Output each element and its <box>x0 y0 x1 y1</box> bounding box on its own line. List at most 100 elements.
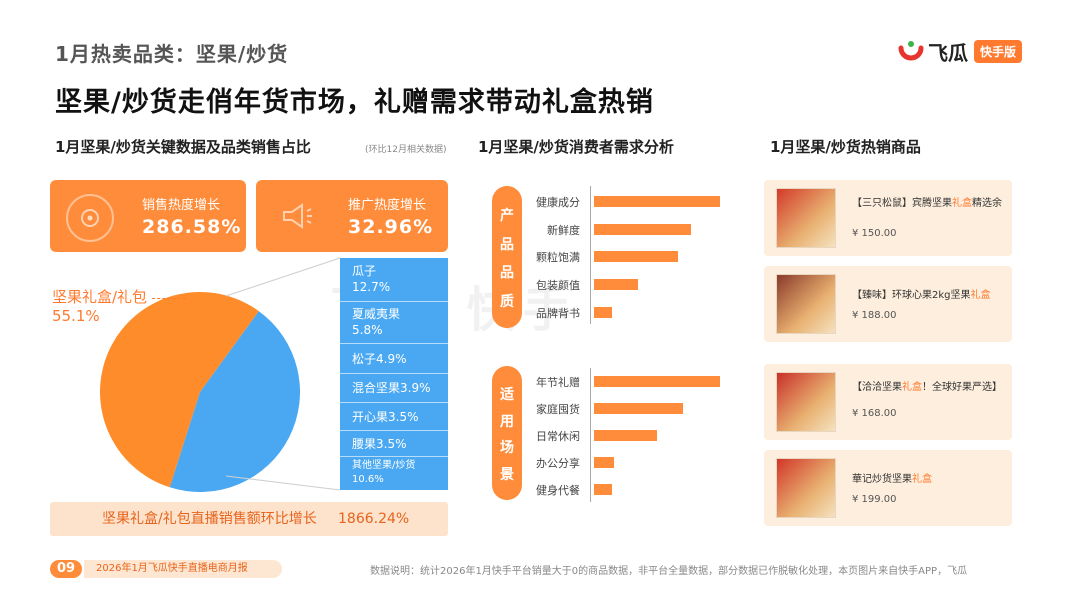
demand-label: 日常休闲 <box>536 430 580 443</box>
group-pill-char: 适 <box>500 386 514 403</box>
product-name-text: ！全球好果严选】 <box>922 382 1002 393</box>
product-image <box>776 274 836 334</box>
demand-label: 包装颜值 <box>536 279 580 292</box>
demand-label: 新鲜度 <box>547 224 580 237</box>
group-pill-use-scenario: 适用场景 <box>492 366 522 500</box>
product-name-text: 華记炒货坚果 <box>852 474 912 485</box>
demand-axis <box>590 186 591 324</box>
demand-bar <box>594 251 678 262</box>
product-name-highlight: 礼盒 <box>912 474 932 485</box>
product-image <box>776 458 836 518</box>
page-title: 坚果/炒货走俏年货市场，礼赠需求带动礼盒热销 <box>55 87 654 118</box>
demand-bar <box>594 196 720 207</box>
product-price: ¥ 168.00 <box>852 408 897 419</box>
demand-bar <box>594 224 691 235</box>
metric-label: 推广热度增长 <box>348 198 427 213</box>
legend-item: 瓜子 12.7% <box>340 258 448 302</box>
section-note: (环比12月相关数据) <box>365 145 447 155</box>
product-image <box>776 372 836 432</box>
pie-main-label: 坚果礼盒/礼包 55.1% <box>52 288 147 326</box>
group-pill-char: 产 <box>500 208 514 225</box>
group-pill-char: 用 <box>500 413 514 430</box>
demand-bar <box>594 403 683 414</box>
metric-value: 286.58% <box>142 216 242 238</box>
legend-value: 12.7% <box>352 280 391 294</box>
brand-name: 飞瓜 <box>928 40 968 65</box>
legend-item: 腰果3.5% <box>340 431 448 457</box>
category-pie-chart <box>100 292 300 492</box>
product-name-text: 【三只松鼠】宾腾坚果 <box>852 198 952 209</box>
feigua-logo-icon <box>898 41 924 61</box>
demand-label: 健康成分 <box>536 196 580 209</box>
demand-bar <box>594 484 612 495</box>
legend-name: 其他坚果/炒货 <box>352 460 416 471</box>
pie-slice-other-categories <box>169 311 300 492</box>
product-card[interactable]: 【臻味】环球心果2kg坚果礼盒 ¥ 188.00 <box>764 266 1012 342</box>
metric-label: 销售热度增长 <box>142 198 221 213</box>
metric-value: 32.96% <box>348 216 434 238</box>
product-name-text: 【臻味】环球心果2kg坚果 <box>852 290 971 301</box>
growth-label: 坚果礼盒/礼包直播销售额环比增长 <box>102 511 317 527</box>
data-note: 数据说明：统计2026年1月快手平台销量大于0的商品数据，非平台全量数据，部分数… <box>370 566 968 577</box>
group-pill-char: 品 <box>500 265 514 282</box>
demand-label: 品牌背书 <box>536 307 580 320</box>
pie-slice-gift-box <box>100 292 259 488</box>
demand-label: 健身代餐 <box>536 484 580 497</box>
chart-icon <box>66 194 114 242</box>
legend-item: 开心果3.5% <box>340 403 448 431</box>
product-name: 【洽洽坚果礼盒！全球好果严选】 <box>852 380 1002 395</box>
demand-axis <box>590 368 591 502</box>
group-pill-char: 景 <box>500 467 514 484</box>
megaphone-icon <box>272 194 316 238</box>
legend-item: 混合坚果3.9% <box>340 374 448 403</box>
group-pill-char: 场 <box>500 440 514 457</box>
legend-item: 夏威夷果 5.8% <box>340 302 448 344</box>
growth-value: 1866.24% <box>338 511 410 527</box>
legend-name: 瓜子 <box>352 264 377 278</box>
product-price: ¥ 188.00 <box>852 310 897 321</box>
pie-breakdown-panel: 瓜子 12.7% 夏威夷果 5.8% 松子4.9% 混合坚果3.9% 开心果3.… <box>340 258 448 490</box>
section-title-key-data: 1月坚果/炒货关键数据及品类销售占比 <box>55 138 311 156</box>
growth-highlight-bar: 坚果礼盒/礼包直播销售额环比增长 1866.24% <box>50 502 448 536</box>
product-name-highlight: 礼盒 <box>970 290 991 301</box>
pie-main-value: 55.1% <box>52 307 100 325</box>
demand-label: 年节礼赠 <box>536 376 580 389</box>
metric-card-promo-heat: 推广热度增长 32.96% <box>256 180 448 252</box>
connector-line <box>225 475 341 491</box>
demand-bar <box>594 430 657 441</box>
product-name: 華记炒货坚果礼盒 <box>852 472 1002 487</box>
product-card[interactable]: 華记炒货坚果礼盒 ¥ 199.00 <box>764 450 1012 526</box>
product-card[interactable]: 【洽洽坚果礼盒！全球好果严选】 ¥ 168.00 <box>764 364 1012 440</box>
product-name: 【三只松鼠】宾腾坚果礼盒精选余 <box>852 196 1002 211</box>
pie-main-name: 坚果礼盒/礼包 <box>52 288 148 306</box>
product-card[interactable]: 【三只松鼠】宾腾坚果礼盒精选余 ¥ 150.00 <box>764 180 1012 256</box>
page-number: 09 <box>50 560 82 578</box>
product-name-text: 【洽洽坚果 <box>852 382 902 393</box>
metric-card-sales-heat: 销售热度增长 286.58% <box>50 180 246 252</box>
section-title-hot-products: 1月坚果/炒货热销商品 <box>770 138 921 156</box>
product-name: 【臻味】环球心果2kg坚果礼盒 <box>852 288 1002 303</box>
section-title-demand: 1月坚果/炒货消费者需求分析 <box>478 138 674 156</box>
legend-value: 10.6% <box>352 474 384 485</box>
report-name: 2026年1月飞瓜快手直播电商月报 <box>84 560 282 578</box>
product-name-text: 精选余 <box>972 198 1002 209</box>
legend-item: 其他坚果/炒货 10.6% <box>340 457 448 490</box>
product-name-highlight: 礼盒 <box>952 198 972 209</box>
group-pill-char: 质 <box>500 293 514 310</box>
legend-value: 5.8% <box>352 323 383 337</box>
page-kicker: 1月热卖品类：坚果/炒货 <box>55 42 289 66</box>
demand-bar <box>594 376 720 387</box>
demand-label: 家庭囤货 <box>536 403 580 416</box>
product-price: ¥ 199.00 <box>852 494 897 505</box>
brand-logo: 飞瓜 快手版 <box>898 36 1023 66</box>
group-pill-product-quality: 产品品质 <box>492 186 522 328</box>
product-price: ¥ 150.00 <box>852 228 897 239</box>
demand-bar <box>594 307 612 318</box>
group-pill-char: 品 <box>500 236 514 253</box>
demand-bar <box>594 457 614 468</box>
connector-line <box>225 257 341 297</box>
pie-label-leader <box>152 298 186 299</box>
demand-label: 颗粒饱满 <box>536 251 580 264</box>
brand-badge: 快手版 <box>974 39 1023 63</box>
